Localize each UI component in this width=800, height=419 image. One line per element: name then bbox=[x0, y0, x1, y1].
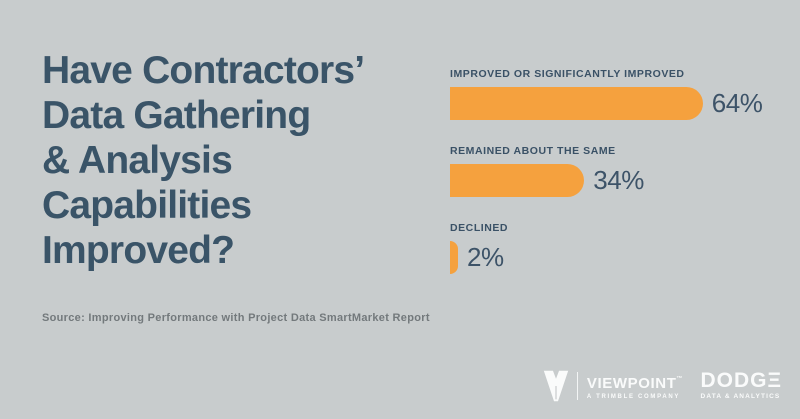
bar-value-label: 34% bbox=[593, 165, 644, 195]
source-citation: Source: Improving Performance with Proje… bbox=[42, 312, 430, 324]
bar-track: 2% bbox=[450, 241, 780, 274]
title-line-5: Improved? bbox=[42, 229, 235, 272]
bar-category-label: IMPROVED OR SIGNIFICANTLY IMPROVED bbox=[450, 68, 685, 80]
logo-divider bbox=[576, 372, 578, 400]
bar bbox=[450, 241, 458, 274]
viewpoint-tagline: A TRIMBLE COMPANY bbox=[586, 394, 681, 400]
bar-category-label: DECLINED bbox=[450, 222, 509, 234]
bar-track: 34% bbox=[450, 164, 780, 197]
viewpoint-wordmark: VIEWPOINT™ A TRIMBLE COMPANY bbox=[587, 372, 683, 400]
bar-row: DECLINED 2% bbox=[450, 222, 780, 274]
trademark-symbol: ™ bbox=[676, 376, 683, 382]
bar-row: IMPROVED OR SIGNIFICANTLY IMPROVED 64% bbox=[450, 68, 780, 120]
title-line-2: Data Gathering bbox=[42, 94, 311, 137]
bar bbox=[450, 164, 585, 197]
viewpoint-name: VIEWPOINT™ bbox=[586, 375, 683, 392]
dodge-logo: DODGΞ DATA & ANALYTICS bbox=[700, 369, 782, 400]
title-line-3: & Analysis bbox=[42, 139, 233, 182]
bar-track: 64% bbox=[450, 87, 780, 120]
dodge-name: DODGΞ bbox=[700, 369, 782, 392]
bar-value-label: 2% bbox=[467, 242, 504, 272]
viewpoint-logo: VIEWPOINT™ A TRIMBLE COMPANY bbox=[543, 370, 683, 402]
bar-category-label: REMAINED ABOUT THE SAME bbox=[450, 145, 616, 157]
title-line-4: Capabilities bbox=[42, 184, 252, 227]
bar-value-label: 64% bbox=[711, 88, 763, 118]
title-line-1: Have Contractors’ bbox=[42, 49, 365, 92]
viewpoint-v-icon bbox=[543, 370, 569, 402]
bar-row: REMAINED ABOUT THE SAME 34% bbox=[450, 145, 780, 197]
dodge-tagline: DATA & ANALYTICS bbox=[700, 393, 781, 400]
bar bbox=[450, 87, 703, 120]
bar-chart: IMPROVED OR SIGNIFICANTLY IMPROVED 64% REM… bbox=[450, 68, 780, 299]
footer-logos: VIEWPOINT™ A TRIMBLE COMPANY DODGΞ DATA … bbox=[543, 370, 782, 402]
page-title: Have Contractors’ Data Gathering & Analy… bbox=[42, 48, 412, 273]
